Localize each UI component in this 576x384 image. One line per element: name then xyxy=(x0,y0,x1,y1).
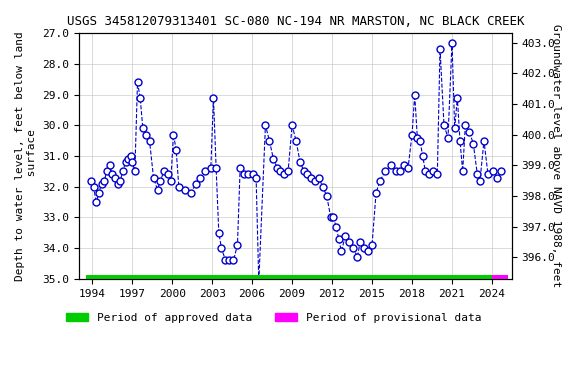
Y-axis label: Groundwater level above NAVD 1988, feet: Groundwater level above NAVD 1988, feet xyxy=(551,25,561,288)
Legend: Period of approved data, Period of provisional data: Period of approved data, Period of provi… xyxy=(62,308,486,327)
Title: USGS 345812079313401 SC-080 NC-194 NR MARSTON, NC BLACK CREEK: USGS 345812079313401 SC-080 NC-194 NR MA… xyxy=(67,15,524,28)
Bar xyxy=(86,275,492,283)
Bar xyxy=(492,275,508,283)
Y-axis label: Depth to water level, feet below land
 surface: Depth to water level, feet below land su… xyxy=(15,31,37,281)
